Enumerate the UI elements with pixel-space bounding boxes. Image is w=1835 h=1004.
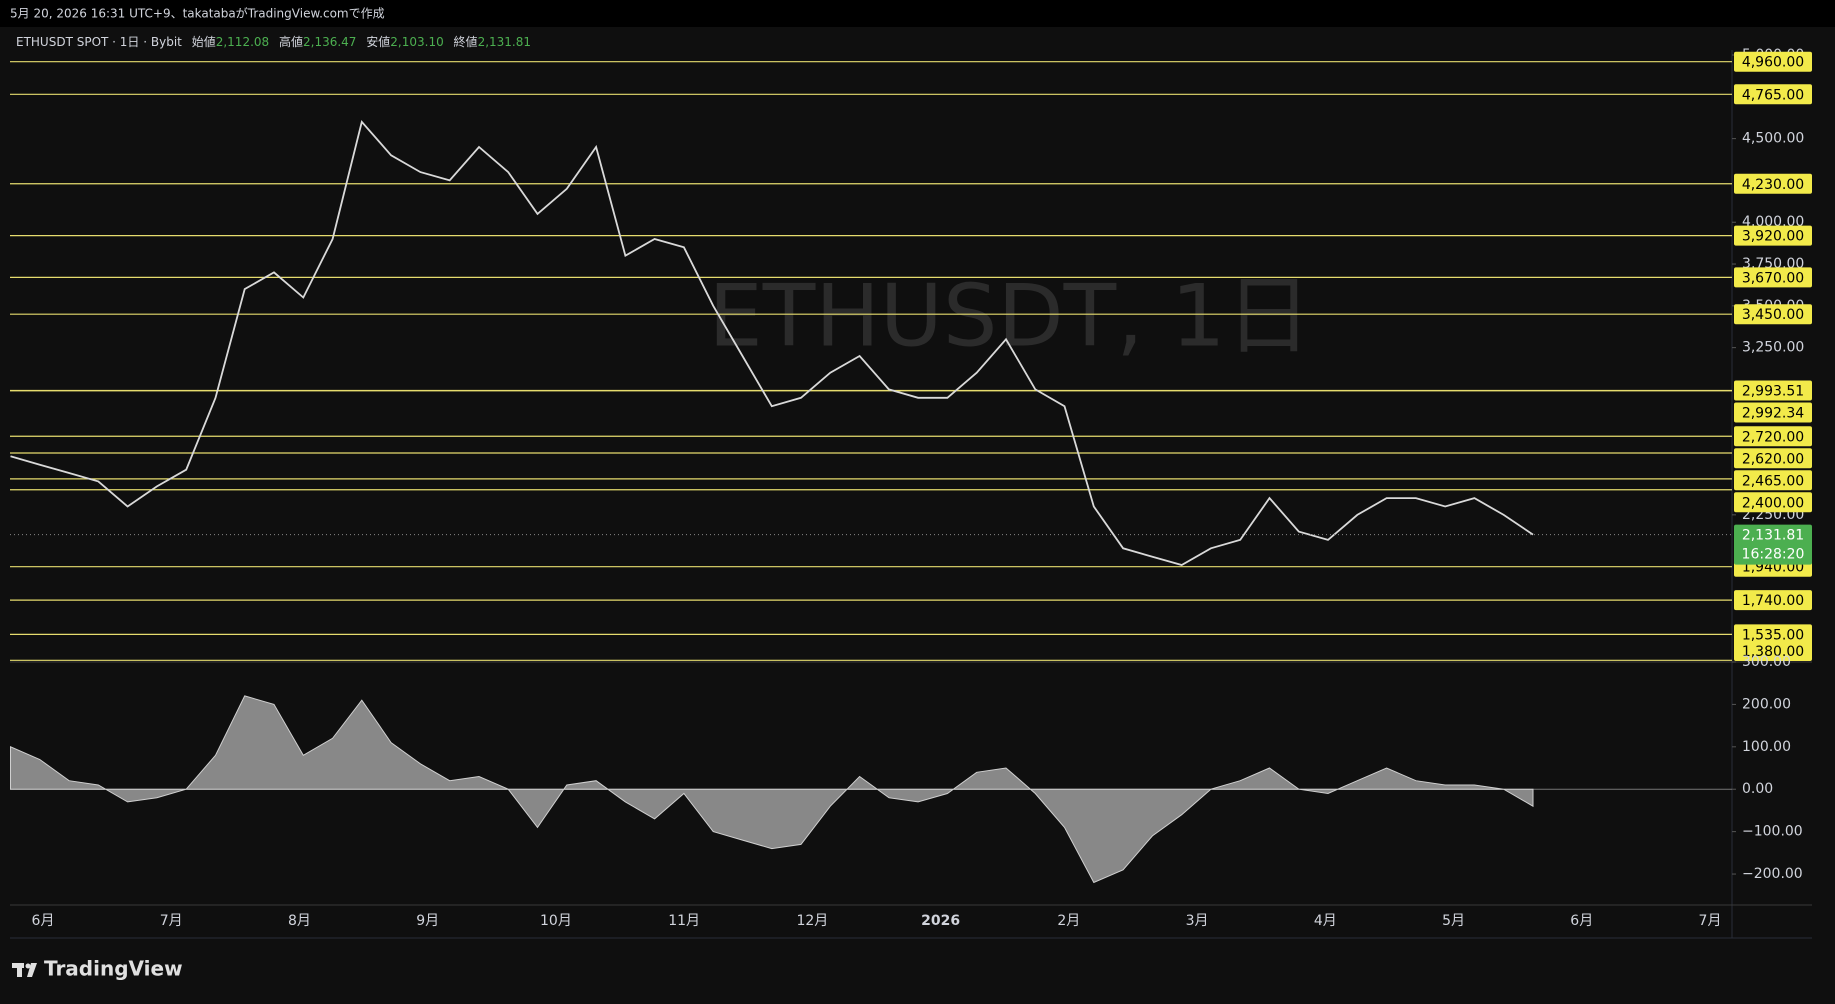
level-label: 2,620.00 (1742, 451, 1804, 467)
last-price-box (1734, 524, 1812, 565)
y-tick-label: 100.00 (1742, 739, 1791, 755)
legend-open-label: 始値 (192, 34, 216, 49)
level-label-box (1734, 267, 1812, 288)
level-label: 4,960.00 (1742, 55, 1804, 71)
logo-part (27, 963, 37, 977)
level-label: 2,992.34 (1742, 406, 1804, 422)
level-label: 2,993.51 (1742, 384, 1804, 400)
level-label: 3,670.00 (1742, 270, 1804, 286)
level-label-box (1734, 492, 1812, 513)
x-axis-label: 10月 (540, 913, 572, 929)
level-label: 1,380.00 (1742, 644, 1804, 660)
y-tick-label: 0.00 (1742, 781, 1773, 797)
level-label-box (1734, 590, 1812, 611)
oscillator-area (10, 695, 1534, 884)
level-label-box (1734, 402, 1812, 423)
y-tick-label: 3,250.00 (1742, 340, 1804, 356)
level-label: 4,765.00 (1742, 87, 1804, 103)
watermark: ETHUSDT, 1日 (708, 266, 1311, 366)
level-label-box (1734, 84, 1812, 105)
x-axis-label: 9月 (416, 913, 439, 929)
price-line (10, 120, 1534, 566)
legend-symbol: ETHUSDT SPOT · 1日 · Bybit (16, 35, 182, 49)
x-axis-label: 6月 (32, 913, 55, 929)
level-label-box (1734, 448, 1812, 469)
level-label: 2,400.00 (1742, 495, 1804, 511)
level-label: 2,465.00 (1742, 473, 1804, 489)
level-label: 2,720.00 (1742, 429, 1804, 445)
legend-low-label: 安値 (366, 34, 390, 49)
y-tick-label: 4,500.00 (1742, 131, 1804, 147)
last-price-label: 2,131.81 (1742, 528, 1804, 544)
x-axis-label: 7月 (160, 913, 183, 929)
level-label: 3,450.00 (1742, 307, 1804, 323)
level-label-box (1734, 173, 1812, 194)
x-axis-label: 4月 (1314, 913, 1337, 929)
level-label-box (1734, 380, 1812, 401)
legend-low: 2,103.10 (390, 35, 443, 49)
level-label: 1,740.00 (1742, 593, 1804, 609)
header-caption: 5月 20, 2026 16:31 UTC+9、takatabaがTrading… (10, 6, 385, 21)
x-axis-label: 6月 (1570, 913, 1593, 929)
x-axis-label: 12月 (796, 913, 828, 929)
level-label-box (1734, 51, 1812, 72)
footer-brand: TradingView (44, 957, 183, 981)
legend-high-label: 高値 (279, 34, 303, 49)
y-tick-label: 300.00 (1742, 654, 1791, 670)
level-label: 4,230.00 (1742, 177, 1804, 193)
y-tick-label: −200.00 (1742, 866, 1803, 882)
x-axis-label: 5月 (1442, 913, 1465, 929)
level-label-box (1734, 470, 1812, 491)
level-label-box (1734, 225, 1812, 246)
level-label-box (1734, 641, 1812, 661)
level-label-box (1734, 304, 1812, 325)
logo-part (25, 963, 31, 969)
legend-close-label: 終値 (454, 34, 478, 49)
legend-high: 2,136.47 (303, 35, 356, 49)
x-axis-label: 2026 (921, 913, 960, 929)
legend-close: 2,131.81 (478, 35, 531, 49)
header-bar (0, 0, 1835, 27)
y-tick-label: 200.00 (1742, 696, 1791, 712)
logo-part (17, 963, 22, 977)
level-label-box (1734, 624, 1812, 645)
level-label: 3,920.00 (1742, 229, 1804, 245)
x-axis-label: 3月 (1186, 913, 1209, 929)
level-label: 1,535.00 (1742, 627, 1804, 643)
footer-logo (12, 963, 37, 977)
y-tick-label: −100.00 (1742, 824, 1803, 840)
legend: ETHUSDT SPOT · 1日 · Bybit 始値2,112.08 高値2… (16, 34, 531, 49)
x-axis-label: 7月 (1699, 913, 1722, 929)
x-axis-label: 11月 (668, 913, 700, 929)
x-axis-label: 2月 (1057, 913, 1080, 929)
legend-open: 2,112.08 (216, 35, 269, 49)
countdown-label: 16:28:20 (1742, 547, 1805, 563)
level-label-box (1734, 426, 1812, 447)
x-axis-label: 8月 (288, 913, 311, 929)
